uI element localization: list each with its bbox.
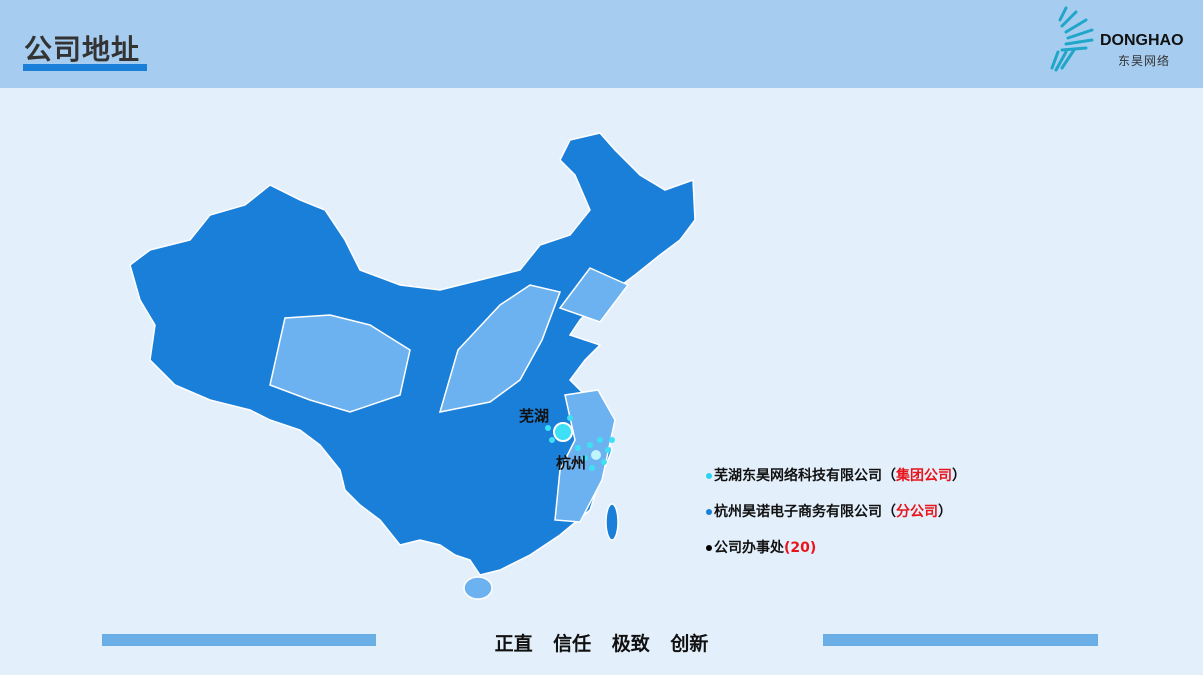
province-qinghai <box>269 314 411 413</box>
footer-bar-left <box>102 634 376 646</box>
title-underline <box>23 64 147 71</box>
page-title: 公司地址 <box>24 33 141 66</box>
province-liaoning <box>558 267 630 323</box>
logo-feather-icon <box>1050 6 1094 72</box>
legend-item-hangzhou: 杭州昊诺电子商务有限公司（分公司） <box>706 502 966 538</box>
legend-item-wuhu: 芜湖东昊网络科技有限公司（集团公司） <box>706 466 966 502</box>
province-hainan <box>463 576 493 600</box>
china-map <box>129 132 696 600</box>
office-markers <box>545 415 615 471</box>
city-label-hangzhou: 杭州 <box>556 454 587 472</box>
legend: 芜湖东昊网络科技有限公司（集团公司） 杭州昊诺电子商务有限公司（分公司） 公司办… <box>706 466 966 574</box>
bullet-icon <box>706 545 712 551</box>
city-label-wuhu: 芜湖 <box>519 407 550 425</box>
legend-item-offices: 公司办事处(20) <box>706 538 966 574</box>
logo-text-en: DONGHAO <box>1100 32 1184 49</box>
bullet-icon <box>706 509 712 515</box>
header: 公司地址 DONGHAO 东昊网络 <box>0 0 1203 88</box>
province-taiwan <box>605 503 619 541</box>
province-shaanxi-shanxi <box>438 284 562 413</box>
footer-motto: 正直 信任 极致 创新 <box>494 633 709 655</box>
logo-text-cn: 东昊网络 <box>1118 54 1171 68</box>
logo: DONGHAO 东昊网络 <box>1046 6 1196 74</box>
wuhu-marker[interactable] <box>553 422 573 442</box>
bullet-icon <box>706 473 712 479</box>
footer-bar-right <box>823 634 1098 646</box>
